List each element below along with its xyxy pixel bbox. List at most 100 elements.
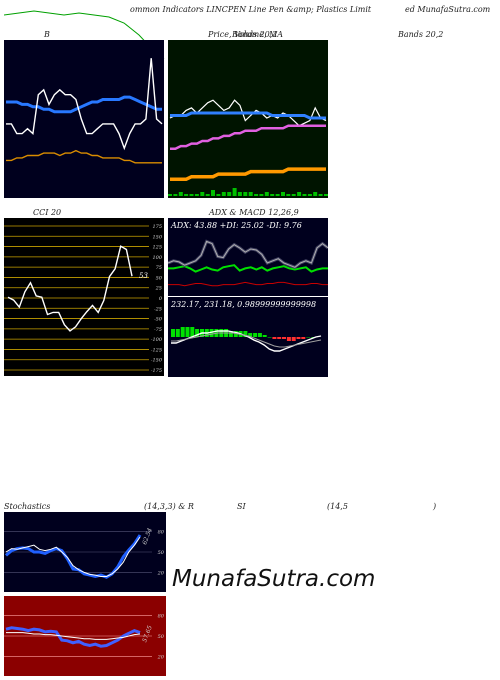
cci-tick-label: 75 <box>156 265 162 271</box>
macd-bar <box>286 337 291 341</box>
cci-tick-label: 50 <box>156 275 163 281</box>
macd-bar <box>301 337 306 339</box>
header-right: ed MunafaSutra.com <box>405 5 491 14</box>
osc-series-1 <box>6 632 141 640</box>
volume-bar <box>297 192 302 196</box>
cci-tick-label: -100 <box>151 337 163 343</box>
volume-bar <box>173 194 178 196</box>
macd-bar <box>306 337 311 338</box>
volume-bar <box>313 192 318 196</box>
cci-current-label: 53 <box>139 272 148 280</box>
volume-bar <box>168 194 172 196</box>
macd-bar <box>185 327 190 337</box>
price-series-1 <box>170 111 326 120</box>
macd-bar <box>243 331 248 337</box>
price-overlay-title: Bands 20,2 <box>232 30 278 39</box>
macd-bar <box>190 327 195 337</box>
stoch-current-label: 62.54 <box>141 527 154 546</box>
macd-chart <box>171 327 322 352</box>
macd-bar <box>291 337 296 341</box>
cci-tick-label: 0 <box>159 296 163 302</box>
osc-tick-label: 80 <box>158 530 165 536</box>
macd-bar <box>267 337 272 338</box>
rsi-params: (14,5 <box>327 502 348 511</box>
osc-series-0 <box>5 534 142 579</box>
macd-bar <box>228 331 233 337</box>
adx-title: ADX & MACD 12,26,9 <box>209 208 299 217</box>
adx-chart <box>168 239 328 287</box>
cci-tick-label: 100 <box>152 255 162 261</box>
volume-bar <box>275 194 280 196</box>
osc-series-1 <box>5 536 141 577</box>
volume-bar <box>205 194 210 196</box>
b-top-strip-line <box>4 10 165 60</box>
volume-bar <box>227 192 232 196</box>
cci-tick-label: -50 <box>154 317 163 323</box>
cci-tick-label: -75 <box>154 327 162 333</box>
osc-tick-label: 50 <box>158 634 165 640</box>
rsi-title: SI <box>237 502 246 511</box>
macd-bar <box>296 337 301 339</box>
stoch-panel: 80 50 20 62.54 <box>4 512 166 592</box>
volume-bar <box>286 194 291 196</box>
rsi-current-label: 57.65 <box>141 625 154 644</box>
volume-bar <box>189 194 194 196</box>
cci-tick-label: -150 <box>151 358 163 364</box>
macd-bar <box>253 333 258 337</box>
bollinger-title: B <box>44 30 50 39</box>
cci-tick-label: -175 <box>151 368 162 374</box>
bollinger-series-2 <box>6 149 162 164</box>
volume-bar <box>324 194 328 196</box>
volume-bar <box>302 194 307 196</box>
macd-bar <box>257 333 262 337</box>
volume-bar <box>281 192 285 196</box>
volume-bar <box>259 194 264 196</box>
macd-bar <box>262 335 267 337</box>
cci-tick-label: -25 <box>154 306 162 312</box>
osc-tick-label: 20 <box>157 654 165 660</box>
adx-series-1 <box>168 281 328 287</box>
volume-bar <box>216 194 221 196</box>
volume-bar <box>237 192 242 196</box>
macd-bar <box>282 337 286 339</box>
cci-tick-label: 175 <box>152 224 162 230</box>
macd-bar <box>311 337 315 338</box>
osc-tick-label: 20 <box>157 570 165 576</box>
macd-bar <box>209 329 214 337</box>
price-title: Price, Volume, MA <box>208 30 284 39</box>
adx-panel: ADX: 43.88 +DI: 25.02 -DI: 9.76 <box>168 218 328 296</box>
header-left: ommon Indicators LINCPEN Line Pen &amp; … <box>130 5 372 14</box>
bands-title: Bands 20,2 <box>398 30 444 39</box>
stoch-params: (14,3,3) & R <box>144 502 194 511</box>
volume-bar <box>178 192 183 196</box>
stoch-title: Stochastics <box>4 502 51 511</box>
osc-tick-label: 50 <box>158 550 165 556</box>
adx-series-2 <box>168 240 328 268</box>
cci-line <box>7 245 133 332</box>
cci-tick-label: -125 <box>151 347 162 353</box>
volume-bar <box>194 194 199 196</box>
volume-bar <box>254 194 259 196</box>
cci-tick-label: 25 <box>155 286 162 292</box>
volume-bar <box>232 188 237 196</box>
volume-bar <box>270 194 275 196</box>
osc-tick-label: 80 <box>158 614 165 620</box>
volume-bar <box>243 192 248 196</box>
watermark: MunafaSutra.com <box>172 566 376 592</box>
price-panel <box>168 40 328 198</box>
rsi-chart: 80 50 20 57.65 <box>4 614 165 660</box>
volume-bar <box>184 194 189 196</box>
volume-bar <box>248 192 253 196</box>
adx-values: ADX: 43.88 +DI: 25.02 -DI: 9.76 <box>171 221 302 230</box>
macd-bar <box>171 329 175 337</box>
bollinger-series-1 <box>6 58 163 151</box>
macd-bar <box>175 329 180 337</box>
price-series-2 <box>170 124 326 150</box>
volume-bar <box>318 194 323 196</box>
volume-bar <box>264 192 269 196</box>
rsi-panel: 80 50 20 57.65 <box>4 596 166 676</box>
macd-bar <box>272 337 277 339</box>
macd-panel: 232.17, 231.18, 0.98999999999998 <box>168 297 328 377</box>
rsi-params-close: ) <box>433 502 437 511</box>
volume-bar <box>211 190 215 196</box>
